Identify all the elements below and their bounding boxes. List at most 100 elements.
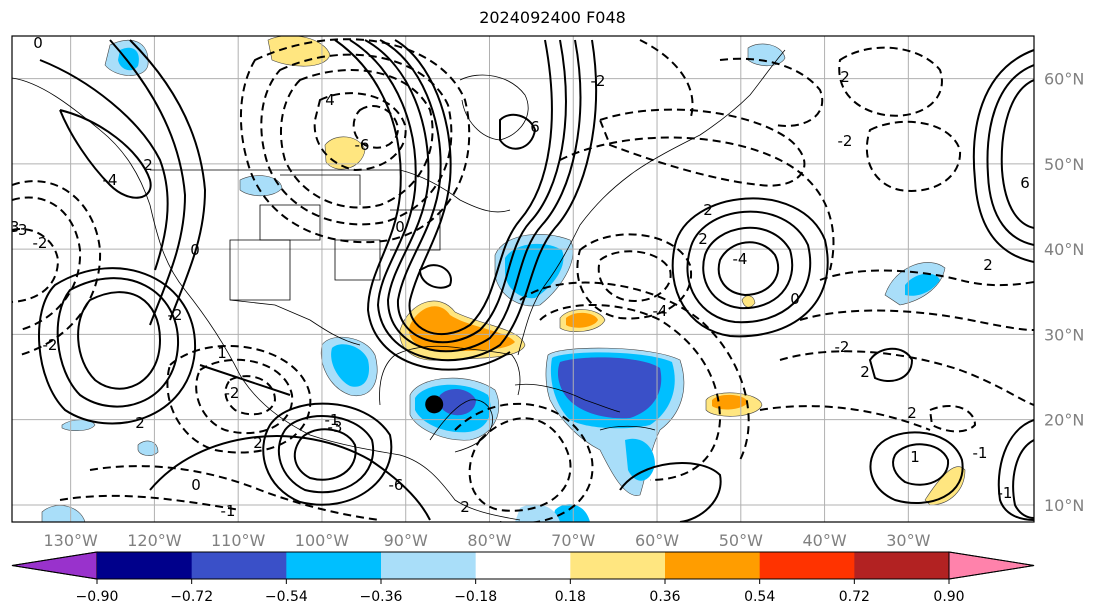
atlantic-coastline — [517, 49, 786, 356]
solid-contour — [277, 415, 375, 494]
shade-light-yellow — [924, 466, 966, 506]
lon-tick-label: 120°W — [127, 531, 182, 550]
contour-label: -4 — [733, 250, 748, 268]
solid-contour — [717, 241, 780, 297]
solid-contour — [892, 443, 950, 486]
state-border — [390, 209, 441, 251]
colorbar-tick-label: −0.90 — [76, 589, 119, 605]
dashed-contour — [468, 417, 572, 512]
colorbar-segment — [475, 552, 571, 579]
colorbar-tick-label: −0.18 — [454, 589, 497, 605]
solid-contour — [972, 49, 1034, 263]
canada-border — [150, 169, 511, 213]
storm-center-marker — [425, 395, 444, 414]
contour-lines — [38, 39, 1034, 522]
solid-contour — [262, 402, 393, 506]
dashed-contour — [195, 358, 294, 435]
solid-contour — [1012, 439, 1034, 519]
colorbar-segment — [286, 552, 382, 579]
dashed-contour — [240, 38, 471, 244]
lon-tick-label: 90°W — [384, 531, 428, 550]
hudson-bay-coastline — [459, 74, 529, 141]
dashed-contour — [59, 494, 241, 511]
gulf-coastline — [379, 345, 521, 406]
lat-tick-label: 10°N — [1044, 496, 1084, 515]
dashed-contour — [719, 57, 824, 127]
colorbar-segment — [759, 552, 855, 579]
contour-label: -2 — [591, 72, 606, 90]
solid-contour — [702, 226, 794, 310]
state-border — [280, 174, 361, 205]
lon-tick-label: 30°W — [886, 531, 930, 550]
gridlines — [12, 36, 1034, 522]
solid-contour — [499, 113, 537, 150]
contour-label: -6 — [389, 476, 404, 494]
lon-tick-label: 40°W — [802, 531, 846, 550]
solid-contour — [38, 267, 197, 425]
solid-contour — [39, 59, 169, 271]
dashed-contour — [352, 105, 400, 149]
dashed-contour — [759, 405, 931, 431]
contour-label: 2 — [135, 414, 145, 432]
shade-light-blue — [41, 505, 86, 522]
shade-orange — [566, 312, 598, 328]
solid-contour — [671, 197, 829, 338]
contour-label: -1 — [221, 502, 236, 520]
contour-label: 0 — [191, 476, 201, 494]
contour-label: 6 — [530, 118, 540, 136]
shade-light-blue — [747, 43, 786, 67]
contour-label: 4 — [325, 91, 335, 109]
solid-contour — [997, 419, 1034, 521]
shade-light-blue — [137, 440, 159, 456]
contour-label: 6 — [1020, 174, 1030, 192]
solid-contour — [334, 39, 511, 371]
solid-contour — [1000, 79, 1034, 229]
shade-mid-blue — [905, 273, 940, 296]
dashed-contour — [838, 46, 943, 117]
contour-label: 1 — [217, 344, 227, 362]
dashed-contour — [597, 250, 672, 302]
contour-label: -3 — [13, 221, 28, 239]
contour-label: 2 — [460, 498, 470, 516]
map-plot-area: 0 -3 -2 -4 2 -2 -2 0 1 -1 -2 2 -3 0 -1 2 4 -6 0 6 -2 -4 2 2 -4 0 -… — [5, 36, 1034, 522]
coastlines — [12, 49, 786, 521]
contour-label: 0 — [395, 218, 405, 236]
state-border — [229, 239, 291, 301]
state-border — [334, 239, 381, 281]
solid-contour — [293, 428, 357, 481]
contour-label: 1 — [910, 448, 920, 466]
dashed-contour — [819, 269, 1034, 287]
colorbar-tick-label: −0.36 — [360, 589, 403, 605]
lon-tick-label: 110°W — [211, 531, 266, 550]
dashed-contour — [166, 344, 312, 454]
solid-contour — [869, 431, 964, 505]
solid-contour — [686, 210, 812, 324]
dashed-contour — [539, 304, 722, 481]
contour-label: 0 — [790, 290, 800, 308]
solid-contour — [418, 264, 452, 289]
solid-contour — [109, 39, 187, 326]
contour-label: -4 — [103, 171, 118, 189]
cuba-coastline — [514, 383, 621, 413]
colorbar-tick-label: 0.36 — [649, 589, 680, 605]
plot-frame — [11, 35, 1035, 523]
contour-label: -2 — [43, 336, 58, 354]
contour-label: -2 — [168, 306, 183, 324]
contour-label: 0 — [190, 241, 200, 259]
lon-tick-label: 70°W — [551, 531, 595, 550]
lat-tick-label: 40°N — [1044, 240, 1084, 259]
dashed-contour — [12, 180, 102, 356]
colorbar-tick-labels: −0.90 −0.72 −0.54 −0.36 −0.18 0.18 0.36 0.54 0.7… — [76, 579, 965, 605]
lat-tick-label: 30°N — [1044, 325, 1084, 344]
dashed-contour — [865, 120, 962, 192]
contour-label: 2 — [698, 230, 708, 248]
shade-mid-blue — [118, 47, 139, 71]
colorbar — [11, 551, 1035, 580]
contour-label: 2 — [983, 256, 993, 274]
shade-light-blue — [239, 175, 283, 197]
lon-tick-label: 100°W — [295, 531, 350, 550]
contour-label: -3 — [5, 218, 20, 236]
dashed-contour — [313, 92, 407, 172]
dashed-contour — [928, 405, 977, 433]
